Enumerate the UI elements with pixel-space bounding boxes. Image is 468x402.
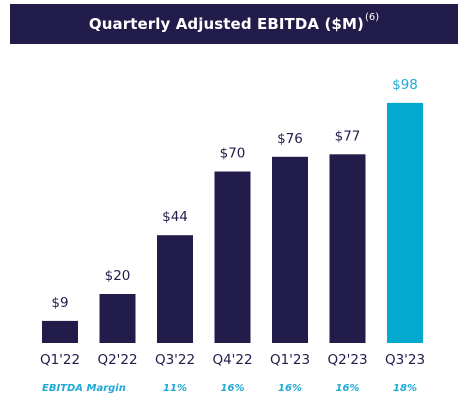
margin-value-q422: 16% xyxy=(221,383,245,394)
bar-q123 xyxy=(272,156,308,343)
value-label-q222: $20 xyxy=(105,268,131,284)
bar-q122 xyxy=(42,320,78,343)
bar-q322 xyxy=(157,235,193,343)
category-label-q122: Q1'22 xyxy=(40,352,80,368)
margin-value-q323: 18% xyxy=(393,383,417,394)
bar-q222 xyxy=(99,294,136,343)
chart-title: Quarterly Adjusted EBITDA ($M) xyxy=(88,15,364,33)
bar-q422 xyxy=(214,171,251,343)
chart-title-bar: Quarterly Adjusted EBITDA ($M) (6) xyxy=(10,4,458,44)
ebitda-margin-label: EBITDA Margin xyxy=(42,383,126,394)
value-label-q422: $70 xyxy=(220,146,246,162)
value-label-q322: $44 xyxy=(162,209,188,225)
category-label-q123: Q1'23 xyxy=(270,352,310,368)
value-label-q123: $76 xyxy=(277,131,303,147)
margin-value-q123: 16% xyxy=(278,383,302,394)
category-label-q323: Q3'23 xyxy=(385,352,425,368)
bar-q323 xyxy=(387,102,423,344)
category-label-q222: Q2'22 xyxy=(97,352,137,368)
value-label-q122: $9 xyxy=(51,295,68,311)
margin-value-q223: 16% xyxy=(336,383,360,394)
value-label-q223: $77 xyxy=(335,128,361,144)
category-label-q223: Q2'23 xyxy=(327,352,367,368)
category-label-q322: Q3'22 xyxy=(155,352,195,368)
bar-q223 xyxy=(329,154,366,343)
category-label-q422: Q4'22 xyxy=(212,352,252,368)
margin-value-q322: 11% xyxy=(163,383,187,394)
title-footnote: (6) xyxy=(364,11,380,23)
value-label-q323: $98 xyxy=(392,77,418,93)
